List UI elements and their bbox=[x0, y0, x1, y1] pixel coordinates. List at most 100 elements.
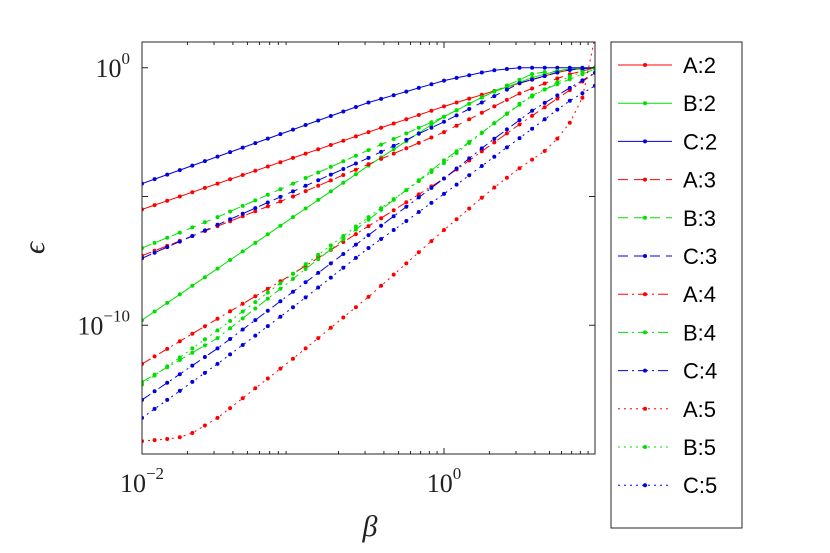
series-point-c-4 bbox=[479, 146, 484, 151]
series-point-a-2 bbox=[152, 203, 157, 208]
series-point-a-3 bbox=[416, 140, 421, 145]
series-point-a-5 bbox=[328, 325, 333, 330]
series-point-b-5 bbox=[555, 80, 560, 85]
series-point-c-3 bbox=[228, 217, 233, 222]
series-point-c-2 bbox=[215, 154, 220, 159]
series-point-c-4 bbox=[215, 346, 220, 351]
series-point-a-2 bbox=[379, 125, 384, 130]
series-point-a-2 bbox=[303, 151, 308, 156]
legend-entry-label: B:4 bbox=[683, 320, 716, 345]
series-point-c-4 bbox=[504, 127, 509, 132]
series-point-a-3 bbox=[404, 146, 409, 151]
series-point-b-2 bbox=[316, 197, 321, 202]
y-tick-label: 10−10 bbox=[77, 306, 130, 340]
series-point-a-2 bbox=[253, 168, 258, 173]
series-point-b-5 bbox=[391, 197, 396, 202]
series-point-b-5 bbox=[328, 243, 333, 248]
series-point-b-4 bbox=[253, 306, 258, 311]
series-point-b-5 bbox=[240, 309, 245, 314]
series-point-a-5 bbox=[341, 315, 346, 320]
series-point-a-5 bbox=[240, 396, 245, 401]
series-point-a-2 bbox=[190, 190, 195, 195]
series-point-b-3 bbox=[404, 131, 409, 136]
series-point-b-3 bbox=[479, 95, 484, 100]
series-point-c-2 bbox=[177, 168, 182, 173]
series-point-a-3 bbox=[328, 178, 333, 183]
series-point-c-2 bbox=[416, 85, 421, 90]
series-point-c-2 bbox=[278, 132, 283, 137]
series-point-a-4 bbox=[202, 324, 207, 329]
series-point-a-3 bbox=[366, 162, 371, 167]
series-point-b-5 bbox=[215, 328, 220, 333]
series-point-b-4 bbox=[202, 343, 207, 348]
series-point-c-5 bbox=[341, 265, 346, 270]
series-point-c-3 bbox=[391, 143, 396, 148]
series-point-c-5 bbox=[215, 361, 220, 366]
series-point-c-2 bbox=[517, 65, 522, 70]
series-point-a-3 bbox=[542, 81, 547, 86]
series-point-c-2 bbox=[202, 159, 207, 164]
series-point-a-2 bbox=[366, 130, 371, 135]
series-point-b-5 bbox=[341, 234, 346, 238]
series-point-a-3 bbox=[454, 123, 459, 128]
series-point-b-3 bbox=[215, 215, 220, 220]
series-point-c-2 bbox=[165, 172, 170, 177]
series-point-c-3 bbox=[567, 67, 572, 72]
series-point-b-5 bbox=[190, 346, 195, 351]
series-point-a-5 bbox=[215, 415, 220, 420]
series-point-a-3 bbox=[467, 117, 472, 122]
series-point-c-5 bbox=[316, 285, 321, 290]
series-point-c-3 bbox=[152, 250, 157, 255]
series-point-b-3 bbox=[278, 187, 283, 192]
legend-marker bbox=[643, 139, 647, 144]
series-point-a-4 bbox=[165, 346, 170, 351]
series-point-a-5 bbox=[492, 185, 497, 190]
series-point-a-5 bbox=[202, 423, 207, 428]
series-point-b-4 bbox=[328, 247, 333, 252]
series-point-c-5 bbox=[177, 388, 182, 393]
series-point-c-2 bbox=[328, 114, 333, 118]
series-point-b-3 bbox=[442, 114, 446, 119]
series-point-a-5 bbox=[467, 206, 472, 211]
series-point-b-5 bbox=[379, 206, 384, 211]
series-point-c-3 bbox=[530, 77, 535, 82]
series-point-b-2 bbox=[228, 258, 233, 262]
series-point-a-5 bbox=[567, 120, 572, 125]
series-point-c-5 bbox=[379, 237, 384, 241]
series-point-a-5 bbox=[580, 95, 585, 100]
legend-entry-label: A:5 bbox=[683, 397, 716, 422]
series-point-b-2 bbox=[328, 189, 333, 194]
series-point-a-5 bbox=[316, 336, 321, 341]
series-point-a-2 bbox=[265, 164, 270, 169]
series-point-b-5 bbox=[467, 141, 472, 145]
series-point-b-5 bbox=[353, 224, 358, 229]
series-point-c-5 bbox=[190, 379, 195, 384]
series-point-c-5 bbox=[240, 343, 245, 347]
series-point-a-5 bbox=[152, 438, 157, 443]
legend-entry-label: B:5 bbox=[683, 435, 716, 460]
series-point-a-5 bbox=[379, 283, 384, 288]
series-point-c-5 bbox=[165, 397, 170, 402]
x-axis-label: β bbox=[362, 510, 378, 543]
series-point-c-2 bbox=[152, 177, 157, 182]
legend-marker bbox=[643, 101, 647, 106]
series-point-a-2 bbox=[215, 181, 220, 186]
series-point-b-4 bbox=[228, 326, 233, 331]
x-tick-label: 10−2 bbox=[120, 464, 164, 498]
series-point-c-4 bbox=[353, 242, 358, 247]
series-point-b-5 bbox=[303, 262, 308, 267]
series-point-c-2 bbox=[542, 65, 547, 70]
series-point-a-2 bbox=[429, 108, 434, 113]
legend-entry-label: A:3 bbox=[683, 168, 716, 193]
series-point-a-2 bbox=[341, 138, 346, 143]
series-point-c-3 bbox=[190, 234, 195, 238]
series-point-c-5 bbox=[391, 228, 396, 232]
series-point-b-4 bbox=[567, 77, 572, 82]
series-point-b-3 bbox=[504, 83, 509, 88]
series-point-a-2 bbox=[467, 96, 472, 101]
series-point-c-4 bbox=[530, 108, 535, 113]
series-point-b-4 bbox=[341, 237, 346, 242]
legend-marker bbox=[643, 177, 647, 182]
series-point-b-3 bbox=[253, 198, 258, 203]
series-point-c-4 bbox=[366, 233, 371, 238]
